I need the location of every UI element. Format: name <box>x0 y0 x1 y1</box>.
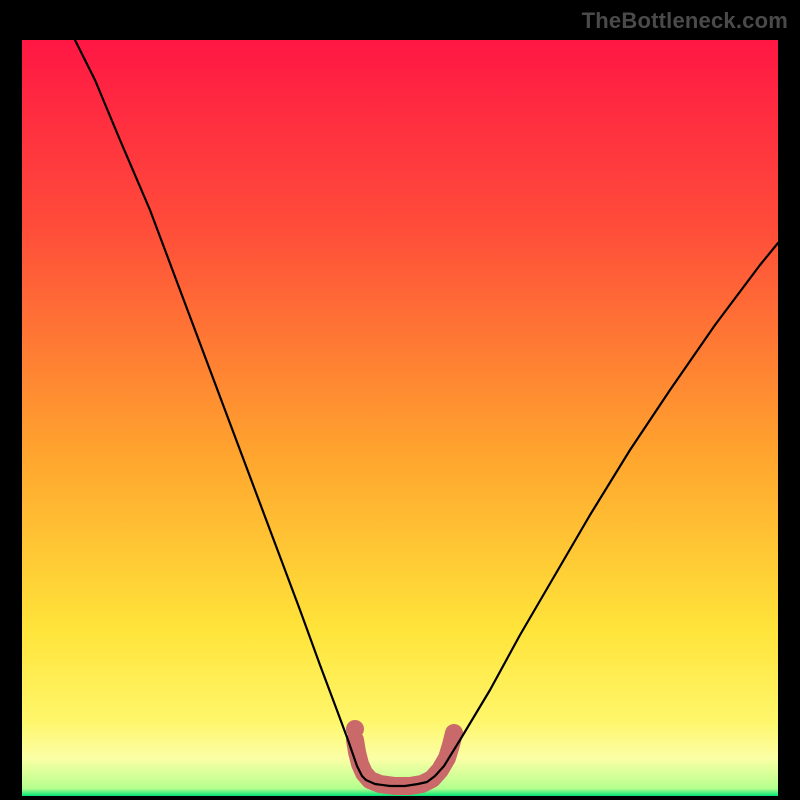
gradient-background <box>22 40 778 796</box>
watermark-label: TheBottleneck.com <box>582 8 788 34</box>
